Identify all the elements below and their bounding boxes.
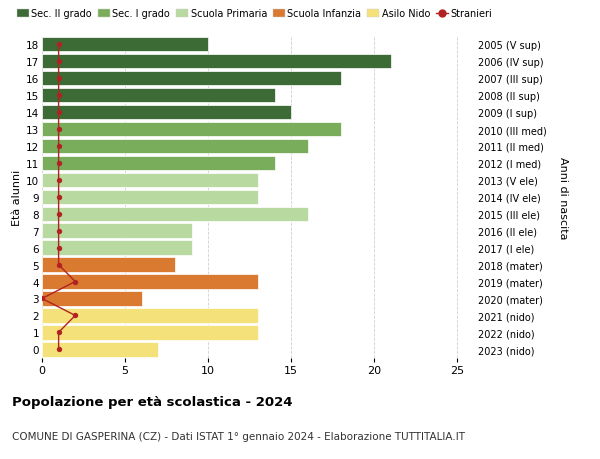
Bar xyxy=(42,123,341,137)
Bar xyxy=(42,241,191,255)
Bar xyxy=(42,342,158,357)
Y-axis label: Età alunni: Età alunni xyxy=(12,169,22,225)
Bar xyxy=(42,224,191,238)
Point xyxy=(54,41,64,49)
Text: COMUNE DI GASPERINA (CZ) - Dati ISTAT 1° gennaio 2024 - Elaborazione TUTTITALIA.: COMUNE DI GASPERINA (CZ) - Dati ISTAT 1°… xyxy=(12,431,465,442)
Bar xyxy=(42,72,341,86)
Bar xyxy=(42,190,258,205)
Point xyxy=(70,278,80,285)
Point xyxy=(54,346,64,353)
Point xyxy=(37,295,47,302)
Point xyxy=(54,228,64,235)
Bar xyxy=(42,89,275,103)
Legend: Sec. II grado, Sec. I grado, Scuola Primaria, Scuola Infanzia, Asilo Nido, Stran: Sec. II grado, Sec. I grado, Scuola Prim… xyxy=(17,10,493,19)
Point xyxy=(54,160,64,167)
Bar xyxy=(42,157,275,171)
Point xyxy=(54,92,64,100)
Point xyxy=(54,329,64,336)
Point xyxy=(54,109,64,117)
Bar xyxy=(42,308,258,323)
Point xyxy=(54,261,64,269)
Bar xyxy=(42,106,291,120)
Bar xyxy=(42,207,308,221)
Bar xyxy=(42,258,175,272)
Point xyxy=(54,177,64,184)
Bar xyxy=(42,291,142,306)
Point xyxy=(54,194,64,201)
Point xyxy=(54,143,64,150)
Point xyxy=(54,211,64,218)
Bar xyxy=(42,140,308,154)
Bar xyxy=(42,275,258,289)
Text: Popolazione per età scolastica - 2024: Popolazione per età scolastica - 2024 xyxy=(12,395,293,408)
Point xyxy=(54,126,64,134)
Point xyxy=(70,312,80,319)
Point xyxy=(54,245,64,252)
Y-axis label: Anni di nascita: Anni di nascita xyxy=(558,156,568,239)
Point xyxy=(54,58,64,66)
Bar xyxy=(42,55,391,69)
Bar xyxy=(42,38,208,52)
Bar xyxy=(42,325,258,340)
Point xyxy=(54,75,64,83)
Bar xyxy=(42,173,258,188)
